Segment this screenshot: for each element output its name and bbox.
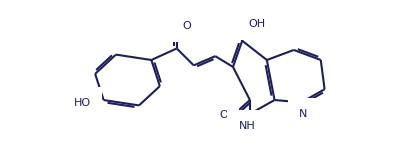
Text: O: O	[182, 21, 190, 31]
Text: OH: OH	[248, 19, 265, 29]
Text: HO: HO	[74, 98, 91, 108]
Text: N: N	[298, 109, 306, 119]
Text: NH: NH	[238, 121, 255, 131]
Text: O: O	[219, 110, 228, 120]
